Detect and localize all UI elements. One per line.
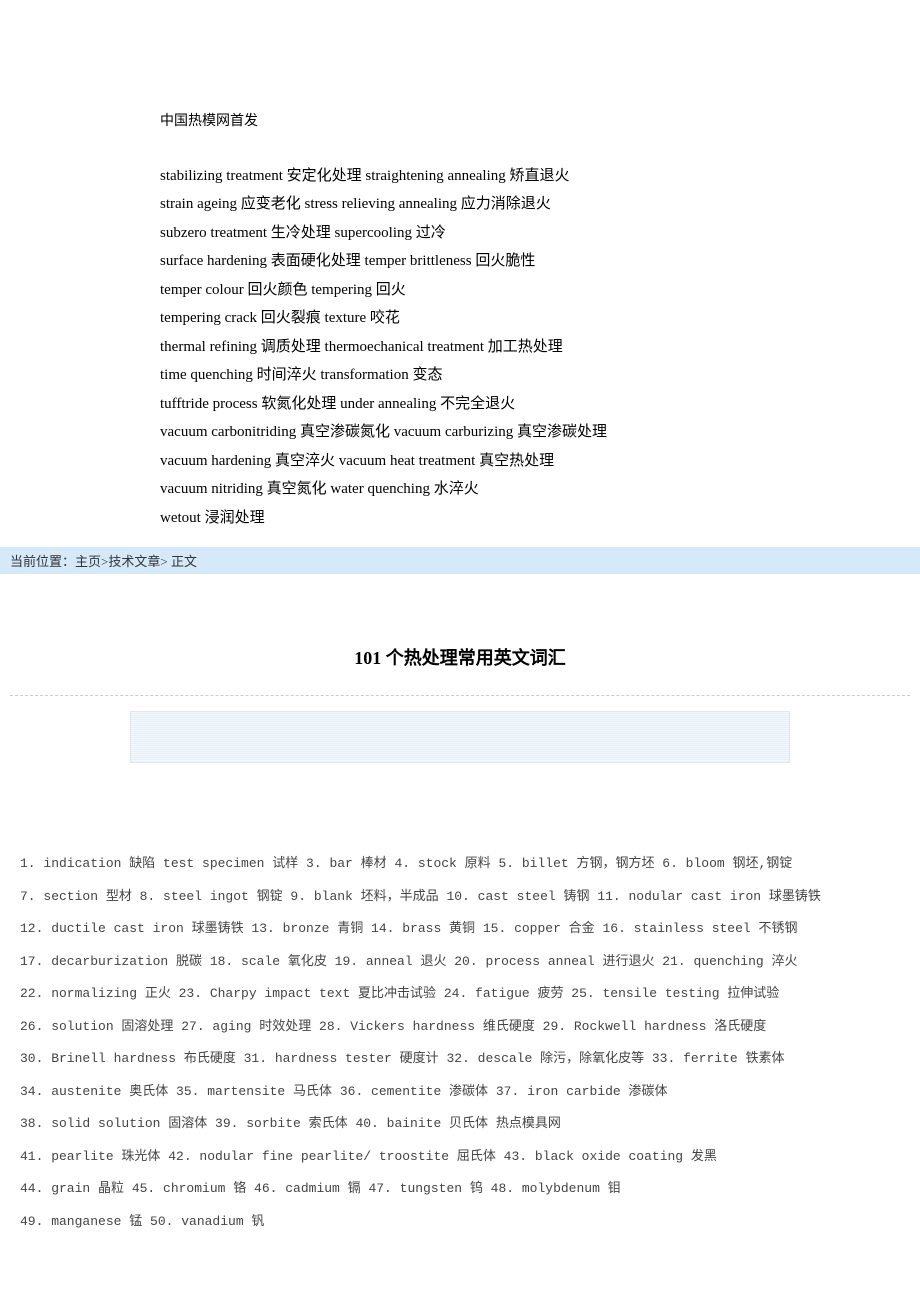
term-line: temper colour 回火颜色 tempering 回火 bbox=[160, 278, 760, 304]
source-title: 中国热模网首发 bbox=[160, 110, 760, 134]
term-line: vacuum carbonitriding 真空渗碳氮化 vacuum carb… bbox=[160, 420, 760, 446]
vocab-line: 49. manganese 锰 50. vanadium 钒 bbox=[20, 1206, 900, 1239]
vocab-line: 7. section 型材 8. steel ingot 钢锭 9. blank… bbox=[20, 881, 900, 914]
vocab-line: 12. ductile cast iron 球墨铸铁 13. bronze 青铜… bbox=[20, 913, 900, 946]
term-line: vacuum hardening 真空淬火 vacuum heat treatm… bbox=[160, 449, 760, 475]
divider bbox=[10, 695, 910, 696]
vocab-line: 1. indication 缺陷 test specimen 试样 3. bar… bbox=[20, 848, 900, 881]
decorative-band bbox=[130, 711, 790, 763]
vocab-line: 17. decarburization 脱碳 18. scale 氧化皮 19.… bbox=[20, 946, 900, 979]
term-line: subzero treatment 生冷处理 supercooling 过冷 bbox=[160, 221, 760, 247]
term-line: thermal refining 调质处理 thermoechanical tr… bbox=[160, 335, 760, 361]
article-title: 101 个热处理常用英文词汇 bbox=[0, 644, 920, 670]
term-line: wetout 浸润处理 bbox=[160, 506, 760, 532]
vocab-line: 38. solid solution 固溶体 39. sorbite 索氏体 4… bbox=[20, 1108, 900, 1141]
breadcrumb-category-link[interactable]: 技术文章 bbox=[108, 554, 160, 569]
breadcrumb: 当前位置：主页>技术文章> 正文 bbox=[0, 547, 920, 574]
breadcrumb-prefix: 当前位置： bbox=[10, 554, 75, 569]
term-line: tempering crack 回火裂痕 texture 咬花 bbox=[160, 306, 760, 332]
vocab-line: 34. austenite 奥氏体 35. martensite 马氏体 36.… bbox=[20, 1076, 900, 1109]
vocab-line: 26. solution 固溶处理 27. aging 时效处理 28. Vic… bbox=[20, 1011, 900, 1044]
vocab-line: 30. Brinell hardness 布氏硬度 31. hardness t… bbox=[20, 1043, 900, 1076]
vocabulary-body: 1. indication 缺陷 test specimen 试样 3. bar… bbox=[0, 778, 920, 1268]
term-line: surface hardening 表面硬化处理 temper brittlen… bbox=[160, 249, 760, 275]
vocab-line: 41. pearlite 珠光体 42. nodular fine pearli… bbox=[20, 1141, 900, 1174]
breadcrumb-tail: 正文 bbox=[168, 554, 197, 569]
vocab-line: 22. normalizing 正火 23. Charpy impact tex… bbox=[20, 978, 900, 1011]
vocab-line: 44. grain 晶粒 45. chromium 铬 46. cadmium … bbox=[20, 1173, 900, 1206]
term-line: strain ageing 应变老化 stress relieving anne… bbox=[160, 192, 760, 218]
term-line: stabilizing treatment 安定化处理 straightenin… bbox=[160, 164, 760, 190]
breadcrumb-sep: > bbox=[160, 554, 167, 569]
header-block: 中国热模网首发 stabilizing treatment 安定化处理 stra… bbox=[0, 0, 920, 544]
breadcrumb-home-link[interactable]: 主页 bbox=[75, 554, 101, 569]
term-line: vacuum nitriding 真空氮化 water quenching 水淬… bbox=[160, 477, 760, 503]
term-line: tufftride process 软氮化处理 under annealing … bbox=[160, 392, 760, 418]
term-line: time quenching 时间淬火 transformation 变态 bbox=[160, 363, 760, 389]
